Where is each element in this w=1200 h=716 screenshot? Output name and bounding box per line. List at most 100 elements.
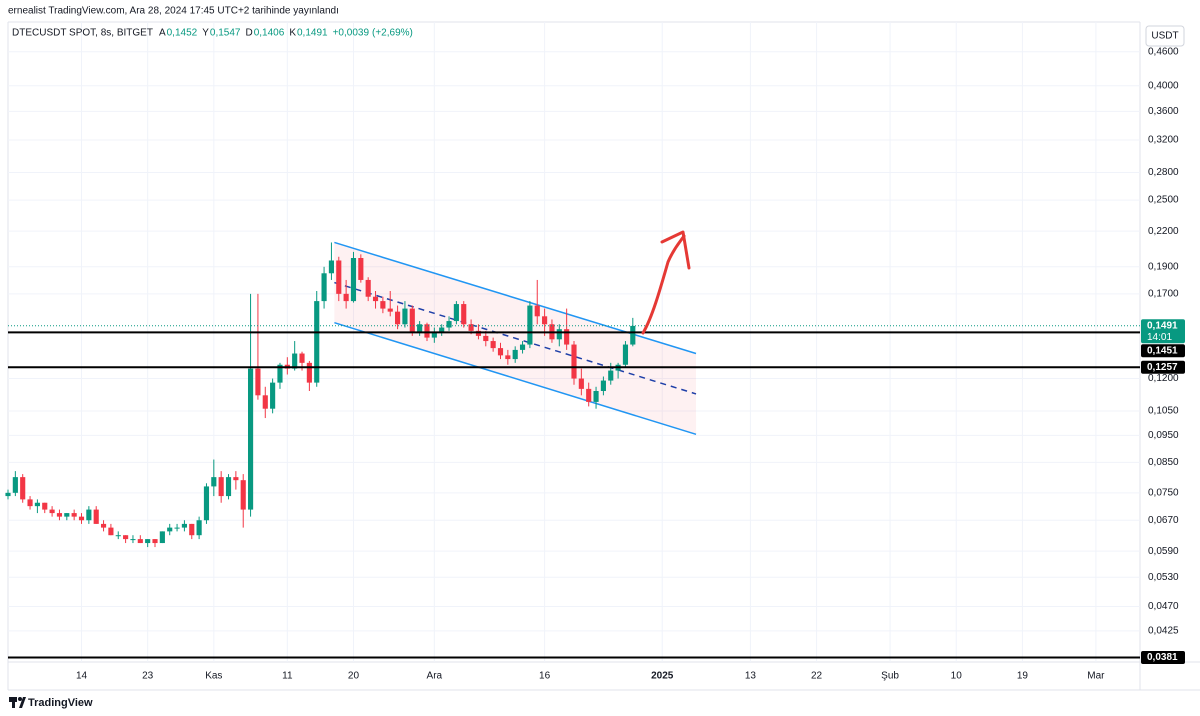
arrow xyxy=(641,234,686,335)
candle-body xyxy=(564,329,570,345)
price-label: 0,1491 xyxy=(1147,320,1178,331)
x-tick-label: 11 xyxy=(282,671,293,682)
candle-body xyxy=(417,324,423,333)
x-tick-label: 13 xyxy=(745,671,757,682)
candle-body xyxy=(123,535,129,540)
x-tick-label: Kas xyxy=(205,671,222,682)
candle-body xyxy=(86,509,92,521)
candle-body xyxy=(145,539,151,544)
x-tick-label: 22 xyxy=(811,671,823,682)
channel-mid xyxy=(334,281,697,395)
legend-text: (+2,69%) xyxy=(372,28,413,39)
y-tick-label: 0,2800 xyxy=(1148,167,1179,178)
candle-body xyxy=(277,364,283,383)
x-tick-label: 19 xyxy=(1017,671,1029,682)
price-label-box xyxy=(1141,360,1185,374)
candle-body xyxy=(233,477,239,481)
candle-body xyxy=(586,388,592,402)
y-tick-label: 0,4600 xyxy=(1148,46,1179,57)
candle-body xyxy=(409,308,415,333)
candle-body xyxy=(505,355,511,360)
candle-body xyxy=(292,353,298,369)
candle-body xyxy=(159,531,165,544)
y-tick-label: 0,3600 xyxy=(1148,106,1179,117)
y-tick-label: 0,1050 xyxy=(1148,406,1179,417)
candle-body xyxy=(600,380,606,392)
currency[interactable]: USDT xyxy=(1151,31,1178,42)
currency-box[interactable] xyxy=(1145,25,1185,47)
candle-body xyxy=(387,308,393,312)
legend-text: 0,1491 xyxy=(297,28,328,39)
y-tick-label: 0,0470 xyxy=(1148,601,1179,612)
candle-body xyxy=(299,353,305,363)
candle-body xyxy=(519,344,526,350)
candle-body xyxy=(630,325,636,345)
x-tick-label: 10 xyxy=(951,671,963,682)
y-tick-label: 0,0850 xyxy=(1148,457,1179,468)
candle-body xyxy=(468,324,474,331)
channel-upper xyxy=(334,241,697,355)
y-tick-label: 0,2500 xyxy=(1148,195,1179,206)
candle-body xyxy=(12,477,18,493)
candle-body xyxy=(255,368,261,396)
candle-body xyxy=(490,341,496,349)
price-label: 0,1451 xyxy=(1147,345,1178,356)
x-tick-label: Mar xyxy=(1087,671,1105,682)
price-label-box xyxy=(1141,319,1185,344)
candle-body xyxy=(446,321,452,328)
price-label: 0,0381 xyxy=(1147,652,1178,663)
candle-body xyxy=(453,304,459,322)
candle-body xyxy=(542,316,548,325)
y-tick-label: 0,0670 xyxy=(1148,515,1179,526)
candle-body xyxy=(218,477,224,497)
y-tick-label: 0,2200 xyxy=(1148,226,1179,237)
price-label: 0,1257 xyxy=(1147,362,1178,373)
y-tick-label: 0,1700 xyxy=(1148,288,1179,299)
legend-text: Y xyxy=(202,28,209,39)
candle-body xyxy=(402,308,408,325)
candle-body xyxy=(93,509,99,524)
y-tick-label: 0,0590 xyxy=(1148,546,1179,557)
candle-body xyxy=(365,279,371,297)
plot-area xyxy=(5,22,1140,662)
y-tick-label: 0,0750 xyxy=(1148,487,1179,498)
candle-body xyxy=(108,527,114,536)
legend-text: +0,0039 xyxy=(333,28,370,39)
candle-body xyxy=(167,527,173,532)
candle-body xyxy=(321,273,327,302)
publisher: ernealist TradingView.com, Ara 28, 2024 … xyxy=(8,6,339,17)
candle-body xyxy=(395,311,401,325)
x-tick-label: 23 xyxy=(142,671,154,682)
candle-body xyxy=(475,330,482,336)
candle-body xyxy=(189,523,195,536)
candle-body xyxy=(578,378,584,389)
candle-body xyxy=(314,301,320,383)
x-tick-label: Şub xyxy=(881,671,899,682)
y-tick-label: 0,0530 xyxy=(1148,572,1179,583)
candle-body xyxy=(71,513,77,517)
legend-text: 0,1547 xyxy=(210,28,241,39)
candle-body xyxy=(137,539,143,544)
candle-body xyxy=(225,477,232,497)
x-tick-label: 20 xyxy=(348,671,360,682)
candle-body xyxy=(78,516,85,521)
y-tick-label: 0,0950 xyxy=(1148,430,1179,441)
price-label-box xyxy=(1141,344,1185,358)
candle-body xyxy=(203,486,210,521)
channel-lower xyxy=(334,321,697,436)
candle-body xyxy=(372,296,379,302)
candle-body xyxy=(49,509,55,514)
candle-body xyxy=(100,523,107,528)
candle-body xyxy=(42,502,48,510)
candle-body xyxy=(211,477,217,487)
candle-body xyxy=(64,513,70,517)
candle-body xyxy=(527,305,533,345)
x-tick-label: 16 xyxy=(539,671,551,682)
candle-body xyxy=(483,335,489,342)
candle-body xyxy=(571,344,577,379)
legend-text: DTECUSDT SPOT, 8s, BITGET xyxy=(12,28,153,39)
price-label-box xyxy=(1141,650,1185,664)
candle-body xyxy=(306,362,312,383)
